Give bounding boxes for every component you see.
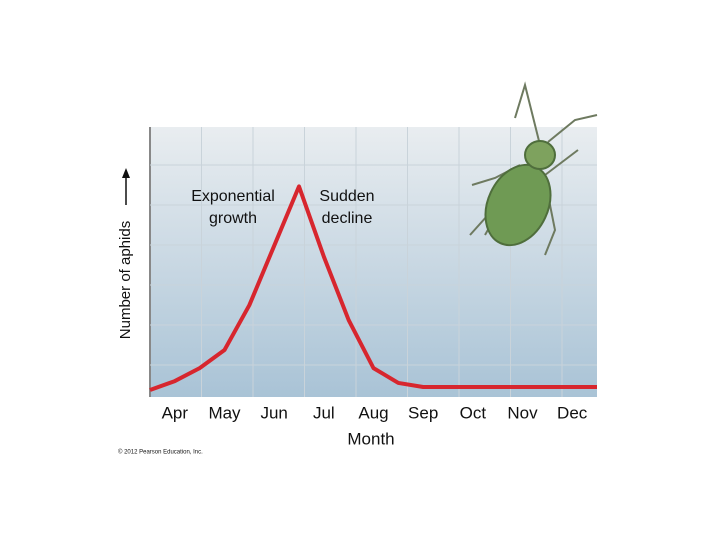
aphid — [469, 81, 598, 256]
annotation: Exponential growth — [191, 188, 275, 227]
x-tick-label: Dec — [557, 403, 588, 422]
annotation: Sudden decline — [319, 188, 374, 227]
x-tick-label: Jun — [260, 403, 287, 422]
data-line — [149, 184, 597, 392]
arrow — [122, 168, 130, 205]
x-tick-label: Oct — [460, 403, 487, 422]
x-tick-label: Nov — [507, 403, 538, 422]
x-tick-label: Jul — [313, 403, 335, 422]
grid — [150, 127, 597, 397]
x-tick-label: Aug — [358, 403, 388, 422]
x-axis-label: Month — [347, 429, 394, 448]
x-tick-label: Sep — [408, 403, 438, 422]
x-tick-label: Apr — [162, 403, 189, 422]
y-axis-label: Number of aphids — [117, 221, 134, 339]
x-tick-label: May — [208, 403, 241, 422]
credit: © 2012 Pearson Education, Inc. — [118, 449, 203, 456]
